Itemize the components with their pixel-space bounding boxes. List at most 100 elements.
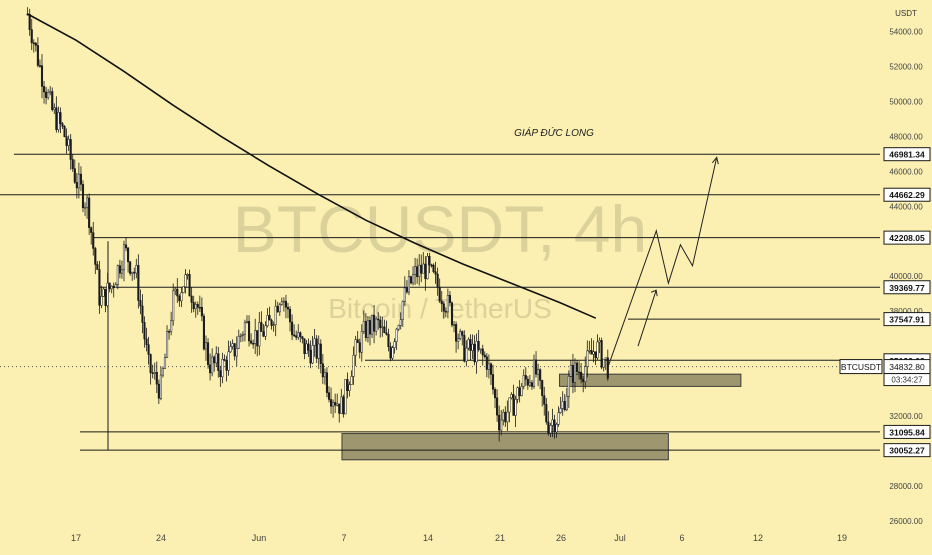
- candle-body: [504, 411, 507, 423]
- candle-body: [600, 340, 603, 368]
- candle-body: [377, 318, 380, 321]
- candle-body: [479, 348, 482, 351]
- candle-body: [98, 269, 101, 306]
- candle-body: [51, 91, 54, 110]
- time-axis: 17 24 Jun 7 14 21 26 Jul 6 12 19: [71, 533, 847, 543]
- candle-body: [110, 285, 113, 290]
- y-tick-label: 28000.00: [889, 482, 923, 491]
- price-level-tag-1: 46981.34: [889, 150, 925, 160]
- candle-body: [491, 374, 495, 390]
- candle-body: [75, 182, 78, 189]
- candle-body: [69, 139, 72, 160]
- candle-body: [426, 255, 429, 280]
- candle-body: [88, 197, 91, 228]
- candle-body: [260, 322, 263, 332]
- candle-body: [493, 389, 497, 399]
- candle-body: [440, 300, 443, 305]
- candle-body: [340, 396, 343, 414]
- candle-body: [291, 321, 294, 336]
- candle-body: [94, 248, 97, 265]
- candle-body: [243, 322, 246, 335]
- candle-body: [434, 271, 437, 275]
- candle-body: [438, 287, 441, 302]
- candle-body: [569, 364, 572, 377]
- candle-body: [606, 357, 609, 379]
- candle-body: [502, 411, 505, 421]
- candle-body: [165, 331, 169, 358]
- candle-body: [286, 307, 290, 310]
- candle-body: [368, 320, 372, 335]
- candle-body: [463, 335, 466, 362]
- author-note: GIÁP ĐỨC LONG: [514, 126, 594, 139]
- candle-body: [305, 343, 308, 354]
- price-axis-panel: [880, 0, 932, 550]
- candle-body: [524, 375, 527, 380]
- candle-body: [420, 264, 423, 274]
- symbol-tag-box: [839, 359, 883, 375]
- candle-body: [280, 301, 283, 305]
- candle-body: [391, 347, 394, 359]
- candle-body: [176, 288, 179, 297]
- candle-body: [332, 402, 335, 407]
- candle-body: [151, 372, 154, 374]
- candle-body: [578, 371, 581, 374]
- candle-body: [170, 320, 173, 332]
- y-tick-label: 54000.00: [889, 27, 923, 36]
- candle-body: [375, 318, 378, 332]
- candle-body: [471, 343, 474, 351]
- candle-body: [448, 295, 451, 304]
- support-zone-1: [341, 433, 669, 461]
- candle-body: [485, 356, 488, 370]
- candle-body: [537, 369, 540, 375]
- price-level-tag-box-8: [883, 443, 931, 458]
- candle-body: [387, 333, 390, 347]
- candle-body: [47, 92, 50, 98]
- candle-body: [510, 394, 513, 399]
- candle-body: [180, 292, 183, 302]
- candle-body: [153, 372, 156, 374]
- y-tick-label: 26000.00: [889, 517, 923, 526]
- candle-body: [258, 322, 261, 347]
- candle-body: [344, 379, 347, 415]
- candle-body: [329, 399, 333, 407]
- candle-body: [512, 394, 515, 416]
- y-tick-label: 38000.00: [889, 307, 923, 316]
- candle-body: [356, 339, 359, 343]
- candle-body: [139, 300, 142, 307]
- candle-body: [539, 369, 542, 381]
- x-tick-label: 26: [556, 533, 566, 543]
- candle-body: [217, 353, 220, 371]
- candle-body: [204, 342, 208, 350]
- candle-body: [366, 320, 369, 338]
- candle-body: [118, 265, 121, 274]
- candle-body: [206, 342, 210, 366]
- candle-body: [399, 319, 402, 326]
- candle-body: [450, 302, 454, 326]
- candle-body: [588, 350, 591, 352]
- candle-body: [405, 287, 408, 293]
- candle-body: [129, 261, 132, 274]
- x-tick-label: Jul: [614, 533, 626, 543]
- candle-body: [530, 382, 533, 387]
- candle-body: [342, 396, 345, 415]
- candle-body: [120, 269, 123, 274]
- candle-body: [350, 376, 353, 385]
- candle-body: [489, 363, 492, 375]
- candle-body: [309, 349, 312, 364]
- candle-body: [188, 274, 191, 297]
- candle-body: [336, 403, 339, 406]
- candle-body: [553, 419, 556, 433]
- candle-body: [370, 314, 374, 335]
- candle-body: [293, 334, 296, 337]
- candle-body: [227, 351, 230, 371]
- candle-body: [223, 358, 226, 361]
- x-tick-label: Jun: [252, 533, 267, 543]
- candle-body: [83, 206, 87, 209]
- price-level-tag-8: 30052.27: [889, 446, 925, 456]
- candle-body: [209, 364, 212, 374]
- moving-average-line: [27, 13, 597, 319]
- candle-body: [112, 285, 115, 289]
- candle-body: [563, 401, 566, 410]
